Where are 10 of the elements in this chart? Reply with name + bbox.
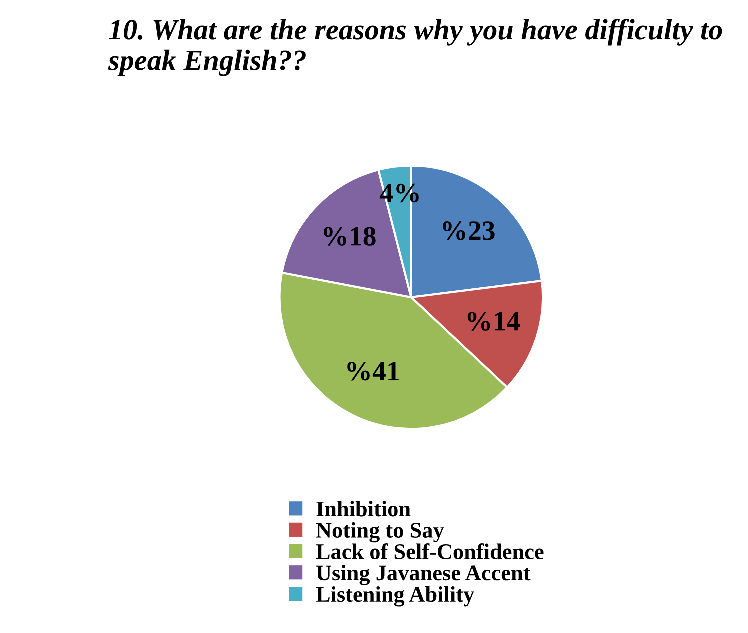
data-label: %18 — [324, 227, 376, 246]
data-label: %14 — [468, 312, 520, 331]
legend-label: Noting to Say — [316, 522, 444, 543]
data-label: %23 — [443, 222, 495, 240]
legend-label: Using Javanese Accent — [316, 565, 531, 586]
legend-label: Listening Ability — [316, 586, 474, 607]
legend-label: Lack of Self-Confidence — [316, 544, 544, 560]
legend-label: Inhibition — [316, 501, 411, 517]
chart-title: 10. What are the reasons why you have difficulty to speak English?? — [108, 18, 722, 76]
data-label: %41 — [348, 362, 399, 381]
